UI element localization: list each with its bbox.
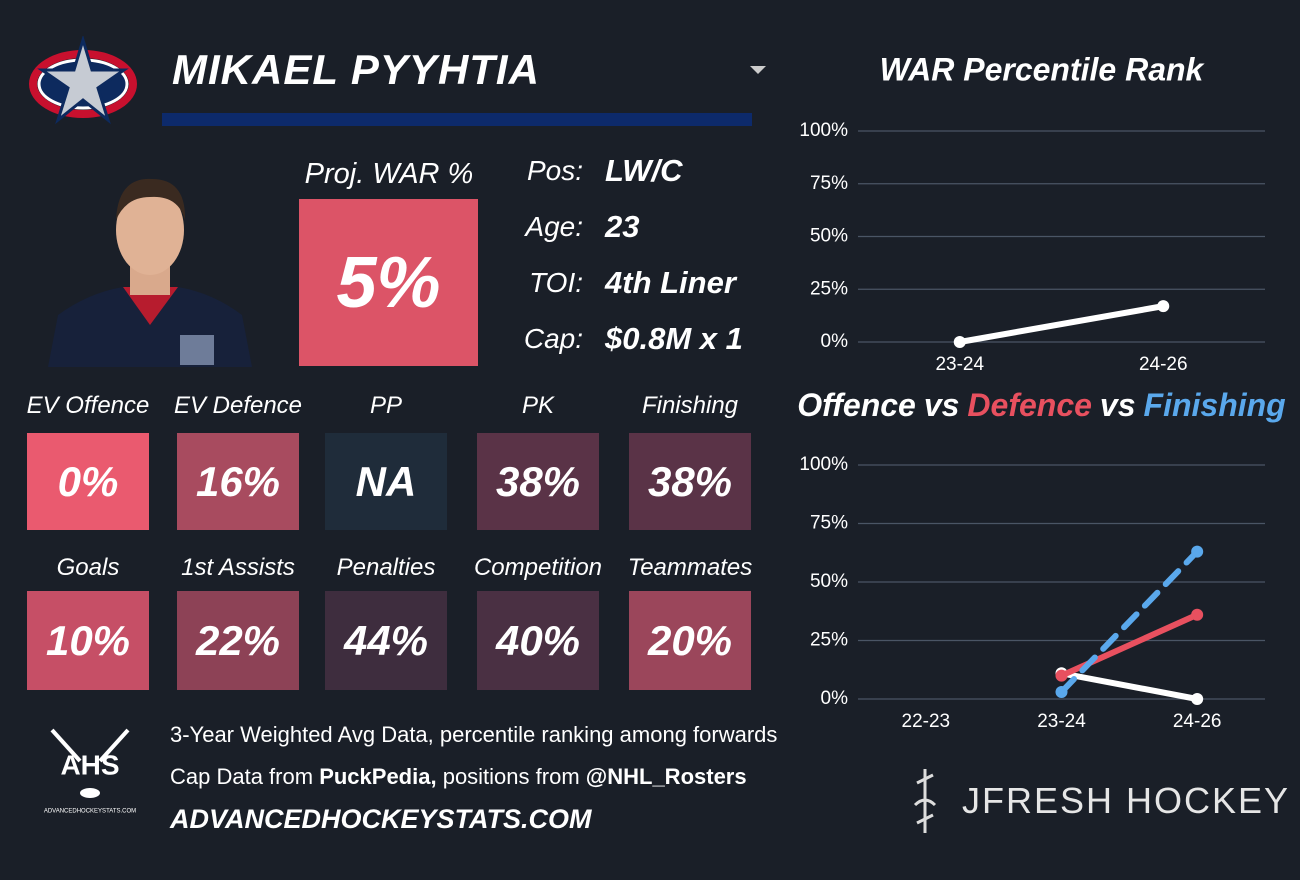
tile-label: Competition bbox=[473, 554, 603, 581]
point bbox=[1191, 608, 1204, 621]
tile-value: 40% bbox=[477, 591, 599, 690]
y-tick-label: 0% bbox=[821, 688, 849, 709]
team-logo bbox=[29, 36, 137, 125]
tile-value: 10% bbox=[27, 591, 149, 690]
info-label: TOI: bbox=[529, 267, 583, 298]
ahs-url: ADVANCEDHOCKEYSTATS.COM bbox=[44, 809, 136, 815]
series-line bbox=[1058, 548, 1201, 695]
series-line bbox=[956, 303, 1167, 345]
title-joiner: vs bbox=[1100, 387, 1136, 423]
info-value: 23 bbox=[605, 209, 640, 244]
player-photo bbox=[48, 178, 252, 367]
proj-war-value: 5% bbox=[299, 199, 478, 366]
tile-value: 16% bbox=[177, 433, 299, 530]
player-name: MIKAEL PYYHTIA bbox=[172, 46, 540, 93]
tile-value: NA bbox=[325, 433, 447, 530]
title-joiner: vs bbox=[924, 387, 960, 423]
dropdown[interactable] bbox=[748, 64, 768, 76]
tile-label: Teammates bbox=[627, 554, 753, 581]
cap-prefix: Cap Data from bbox=[170, 764, 314, 789]
y-tick-label: 25% bbox=[810, 630, 848, 651]
positions-source: @NHL_Rosters bbox=[585, 764, 747, 789]
point bbox=[1055, 669, 1068, 682]
x-tick-label: 22-23 bbox=[902, 711, 951, 732]
y-tick-label: 75% bbox=[810, 513, 848, 534]
x-tick-label: 23-24 bbox=[1037, 711, 1086, 732]
tile-label: 1st Assists bbox=[181, 554, 295, 581]
info-value: $0.8M x 1 bbox=[605, 321, 743, 356]
proj-war-label: Proj. WAR % bbox=[304, 158, 474, 190]
tile-label: Finishing bbox=[641, 392, 739, 419]
legend-entry: Offence bbox=[797, 387, 916, 423]
x-tick-label: 23-24 bbox=[935, 354, 984, 375]
jfresh-logo bbox=[913, 769, 937, 833]
tile-label: Goals bbox=[56, 554, 120, 581]
cap-source: PuckPedia, bbox=[319, 764, 437, 789]
y-tick-label: 50% bbox=[810, 571, 848, 592]
tile-value: 0% bbox=[27, 433, 149, 530]
info-label: Pos: bbox=[526, 155, 583, 186]
tile-label: EV Defence bbox=[173, 392, 303, 419]
name-underline bbox=[162, 113, 752, 126]
tile-value: 44% bbox=[325, 591, 447, 690]
info-value: 4th Liner bbox=[605, 265, 736, 300]
point bbox=[1191, 693, 1204, 705]
x-tick-label: 24-26 bbox=[1173, 711, 1222, 732]
chart-title: WAR Percentile Rank bbox=[880, 51, 1206, 87]
point bbox=[1191, 545, 1204, 558]
tile-label: PK bbox=[521, 392, 554, 419]
footer-note: 3-Year Weighted Avg Data, percentile ran… bbox=[170, 722, 778, 747]
point bbox=[1055, 685, 1068, 698]
ahs-text: AHS bbox=[60, 749, 119, 780]
legend-entry: Finishing bbox=[1144, 387, 1286, 423]
tile-value: 22% bbox=[177, 591, 299, 690]
info-label: Age: bbox=[525, 211, 583, 242]
tile-value: 38% bbox=[629, 433, 751, 530]
chart-title: Offence vs Defence vs Finishing bbox=[797, 387, 1285, 423]
y-tick-label: 25% bbox=[810, 278, 848, 299]
brand: JFRESH HOCKEY bbox=[962, 780, 1291, 821]
y-tick-label: 50% bbox=[810, 226, 848, 247]
tile-label: Penalties bbox=[336, 554, 436, 581]
y-tick-label: 0% bbox=[821, 331, 849, 352]
ahs-logo: AHS ADVANCEDHOCKEYSTATS.COM bbox=[44, 728, 136, 815]
y-tick-label: 75% bbox=[810, 173, 848, 194]
legend-entry: Defence bbox=[967, 387, 1092, 423]
y-tick-label: 100% bbox=[799, 454, 848, 475]
info-label: Cap: bbox=[523, 323, 583, 354]
tile-label: EV Offence bbox=[26, 392, 150, 419]
tile-value: 38% bbox=[477, 433, 599, 530]
point bbox=[1157, 300, 1170, 313]
footer-credits: Cap Data from PuckPedia, positions from … bbox=[170, 764, 747, 790]
tile-label: PP bbox=[369, 392, 402, 419]
footer-site: ADVANCEDHOCKEYSTATS.COM bbox=[170, 804, 592, 834]
y-tick-label: 100% bbox=[799, 120, 848, 141]
point bbox=[953, 336, 966, 348]
series-line bbox=[1058, 670, 1201, 702]
positions-prefix: positions from bbox=[442, 764, 580, 789]
x-tick-label: 24-26 bbox=[1139, 354, 1188, 375]
tile-value: 20% bbox=[629, 591, 751, 690]
info-value: LW/C bbox=[605, 153, 683, 188]
